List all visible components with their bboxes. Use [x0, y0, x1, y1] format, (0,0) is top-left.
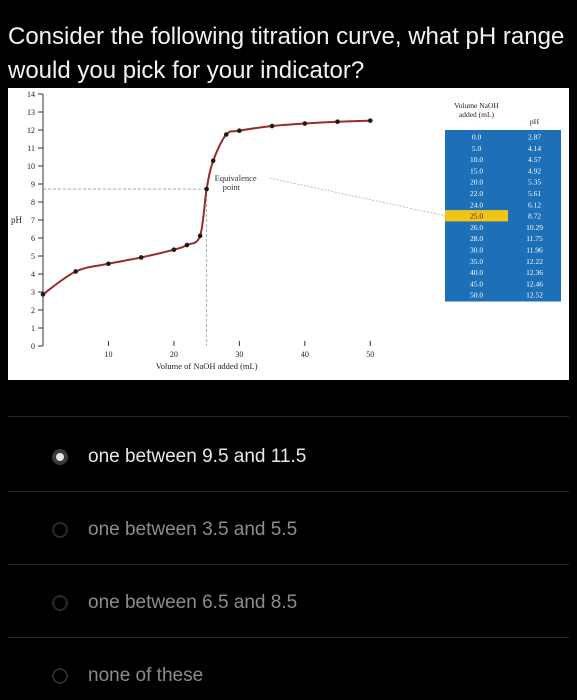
- option-6-5-to-8-5[interactable]: one between 6.5 and 8.5: [52, 588, 297, 618]
- table-volume-cell: 22.0: [470, 189, 483, 198]
- y-tick-label: 1: [31, 324, 35, 333]
- separator: [8, 491, 569, 492]
- table-ph-cell: 10.29: [526, 223, 543, 232]
- data-point: [40, 292, 46, 297]
- data-point: [106, 261, 111, 267]
- table-ph-cell: 11.96: [526, 246, 543, 255]
- data-point: [210, 158, 216, 164]
- table-volume-cell: 20.0: [470, 178, 483, 187]
- table-volume-cell: 15.0: [470, 166, 483, 175]
- table-volume-cell: 35.0: [470, 257, 483, 266]
- table-volume-cell: 10.0: [470, 155, 483, 164]
- table-volume-cell: 40.0: [470, 268, 483, 277]
- table-ph-cell: 12.46: [526, 279, 543, 288]
- y-tick-label: 3: [31, 288, 35, 297]
- titration-curve: [42, 119, 371, 296]
- table-ph-cell: 2.87: [528, 133, 541, 142]
- table-ph-cell: 12.52: [526, 291, 543, 300]
- table-volume-cell: 5.0: [472, 144, 482, 153]
- x-tick-label: 20: [170, 350, 178, 359]
- radio-icon[interactable]: [52, 668, 68, 684]
- table-volume-cell: 30.0: [470, 246, 483, 255]
- data-point: [197, 233, 203, 239]
- y-tick-label: 10: [27, 162, 35, 171]
- x-tick-label: 30: [235, 350, 243, 359]
- option-label: one between 3.5 and 5.5: [88, 519, 298, 540]
- equivalence-label-line2: point: [223, 182, 241, 192]
- titration-figure: 0 1 2 3 4 5 6 7 8 9 10 11 12 13 14 pH 10 20 30 40 50 Volume o…: [8, 88, 569, 380]
- y-tick-label: 11: [27, 144, 35, 153]
- y-tick-label: 9: [31, 180, 35, 189]
- y-tick-label: 13: [27, 108, 35, 117]
- x-tick-label: 10: [104, 350, 112, 359]
- table-ph-cell: 11.75: [526, 234, 543, 243]
- y-tick-label: 12: [27, 126, 35, 135]
- table-volume-cell: 45.0: [470, 279, 483, 288]
- table-highlight-cell: [445, 210, 508, 222]
- table-ph-cell: 6.12: [528, 200, 541, 209]
- separator: [8, 416, 569, 417]
- table-volume-cell: 26.0: [470, 223, 483, 232]
- table-header-volume-unit: added (mL): [459, 110, 495, 119]
- data-point: [73, 269, 79, 274]
- x-tick-label: 40: [301, 350, 309, 359]
- data-point: [204, 186, 209, 192]
- y-tick-label: 5: [31, 252, 35, 261]
- option-label: none of these: [88, 665, 204, 686]
- option-none-of-these[interactable]: none of these: [52, 661, 203, 691]
- table-ph-cell: 8.72: [528, 212, 541, 221]
- table-ph-cell: 4.92: [528, 166, 541, 175]
- data-point: [237, 128, 242, 134]
- data-point: [184, 242, 190, 248]
- table-ph-cell: 12.22: [526, 257, 543, 266]
- question-text: Consider the following titration curve, …: [8, 23, 565, 84]
- y-tick-label: 8: [31, 198, 35, 207]
- data-point: [335, 119, 340, 125]
- table-volume-cell: 0.0: [472, 133, 482, 142]
- y-axis-label: pH: [11, 215, 23, 225]
- y-tick-label: 2: [31, 306, 35, 315]
- data-point: [302, 121, 308, 126]
- x-axis-label: Volume of NaOH added (mL): [156, 361, 258, 371]
- y-tick-label: 0: [31, 342, 35, 351]
- data-point: [138, 255, 144, 260]
- table-ph-cell: 12.36: [526, 268, 543, 277]
- table-volume-cell: 28.0: [470, 234, 483, 243]
- table-ph-cell: 5.61: [528, 189, 541, 198]
- table-volume-cell: 24.0: [470, 200, 483, 209]
- y-tick-label: 4: [31, 270, 35, 279]
- radio-icon[interactable]: [52, 449, 68, 465]
- table-volume-cell: 50.0: [470, 291, 483, 300]
- y-tick-label: 6: [31, 234, 35, 243]
- option-3-5-to-5-5[interactable]: one between 3.5 and 5.5: [52, 515, 297, 545]
- separator: [8, 637, 569, 638]
- option-label: one between 9.5 and 11.5: [88, 446, 307, 467]
- table-ph-cell: 4.14: [528, 144, 541, 153]
- y-tick-label: 7: [31, 216, 35, 225]
- data-point: [223, 132, 229, 137]
- option-9-5-to-11-5[interactable]: one between 9.5 and 11.5: [52, 442, 306, 472]
- table-ph-cell: 4.57: [528, 155, 541, 164]
- data-point: [367, 118, 373, 123]
- radio-icon[interactable]: [52, 522, 68, 538]
- data-point: [171, 247, 177, 252]
- radio-icon[interactable]: [52, 595, 68, 611]
- x-tick-label: 50: [366, 350, 374, 359]
- table-header-ph: pH: [530, 117, 540, 126]
- equivalence-leader-line: [269, 177, 446, 217]
- data-point: [269, 123, 275, 129]
- table-ph-cell: 5.35: [528, 178, 541, 187]
- option-label: one between 6.5 and 8.5: [88, 592, 298, 613]
- equivalence-label: Equivalence: [215, 173, 257, 183]
- table-volume-cell: 25.0: [470, 212, 483, 221]
- table-header-volume: Volume NaOH: [454, 101, 499, 110]
- y-tick-label: 14: [27, 90, 35, 99]
- separator: [8, 564, 569, 565]
